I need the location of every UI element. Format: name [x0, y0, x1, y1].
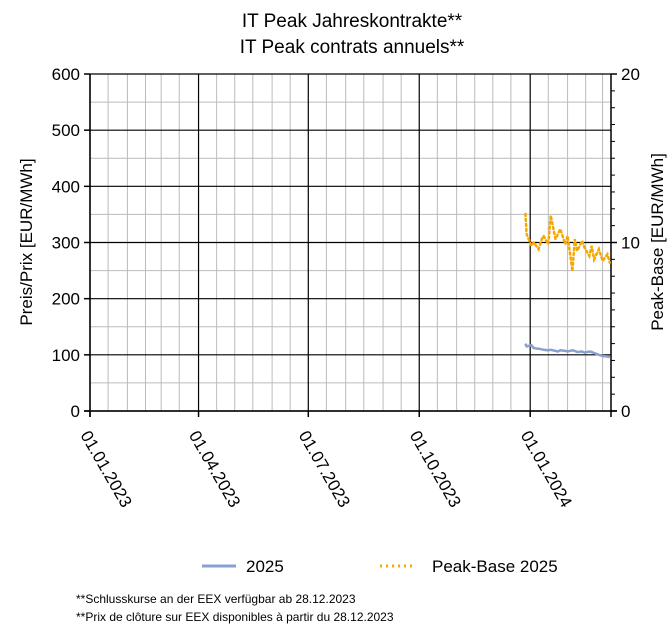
series — [524, 212, 612, 359]
y2-axis-label: Peak-Base [EUR/MWh] — [648, 153, 667, 331]
x-tick-label: 01.01.2023 — [77, 428, 136, 511]
y-axis-label: Preis/Prix [EUR/MWh] — [17, 158, 36, 325]
series-line-peak-base-2025 — [524, 212, 612, 272]
y-tick-label: 600 — [52, 65, 80, 84]
footnote-fr: **Prix de clôture sur EEX disponibles à … — [76, 610, 394, 624]
footnote-de: **Schlusskurse an der EEX verfügbar ab 2… — [76, 592, 356, 606]
x-tick-label: 01.01.2024 — [517, 428, 576, 511]
legend-label-2025: 2025 — [246, 557, 284, 576]
y2-tick-label: 20 — [621, 65, 640, 84]
chart-title-group: IT Peak Jahreskontrakte** IT Peak contra… — [240, 11, 465, 58]
y-tick-label: 500 — [52, 121, 80, 140]
chart-title: IT Peak Jahreskontrakte** — [242, 11, 463, 32]
y2-tick-label: 0 — [621, 402, 630, 421]
series-line-2025 — [524, 343, 611, 359]
y-tick-label: 200 — [52, 290, 80, 309]
x-tick-label: 01.07.2023 — [295, 428, 354, 511]
x-tick-label: 01.04.2023 — [185, 428, 244, 511]
legend: 2025 Peak-Base 2025 — [202, 557, 558, 576]
x-tick-label: 01.10.2023 — [406, 428, 465, 511]
chart-subtitle: IT Peak contrats annuels** — [240, 37, 465, 58]
y-tick-label: 0 — [71, 402, 80, 421]
y2-tick-label: 10 — [621, 234, 640, 253]
y-tick-label: 400 — [52, 177, 80, 196]
axes — [84, 74, 617, 417]
y-tick-label: 300 — [52, 234, 80, 253]
legend-label-peak-base: Peak-Base 2025 — [432, 557, 558, 576]
y-tick-label: 100 — [52, 346, 80, 365]
